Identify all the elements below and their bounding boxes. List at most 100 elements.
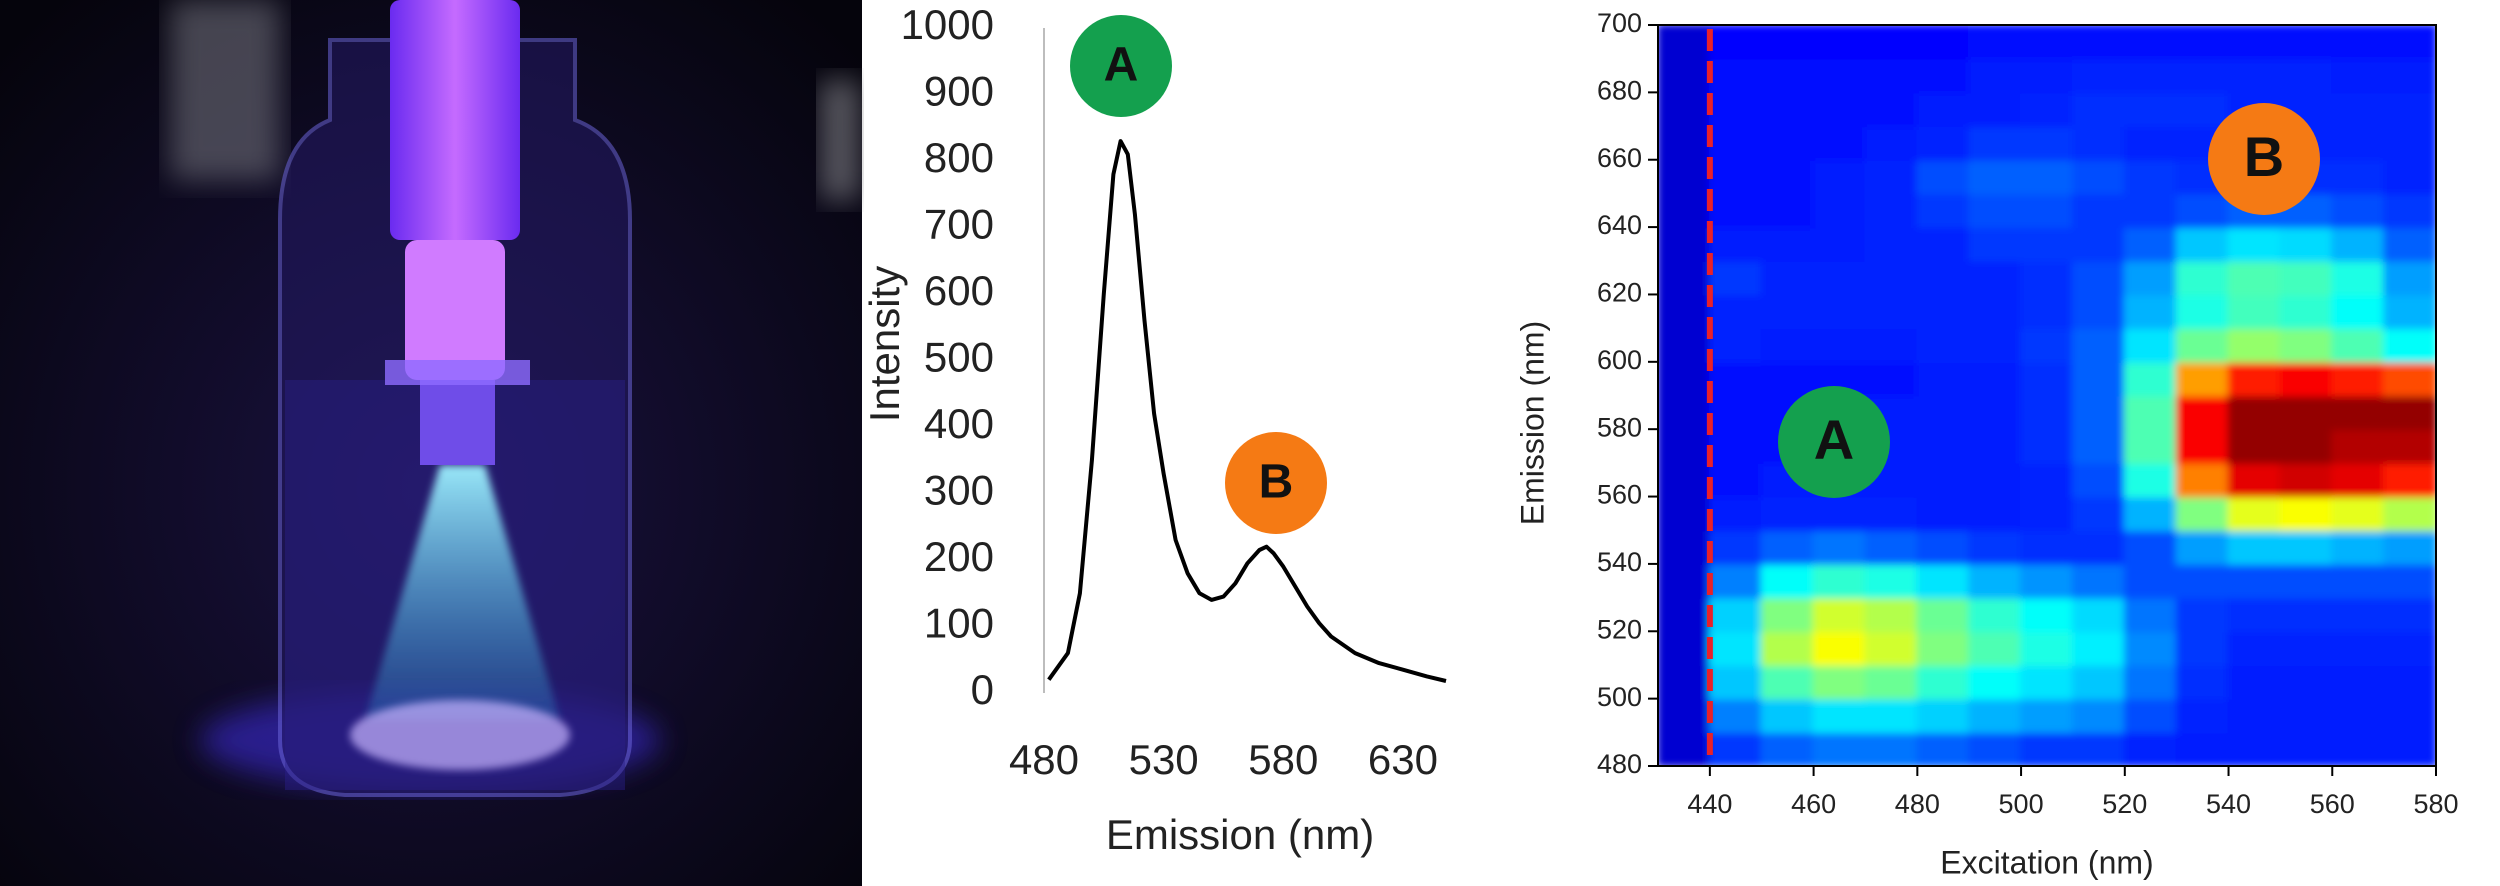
heatmap-cell <box>2227 25 2282 60</box>
y-tick-label: 400 <box>924 400 994 447</box>
heatmap-cell <box>2331 697 2386 734</box>
heatmap-cell <box>2123 529 2178 565</box>
heatmap-cell <box>1760 226 1815 262</box>
heatmap-cell <box>2383 663 2436 700</box>
heatmap-cell <box>2020 57 2074 94</box>
heatmap-cell <box>1916 630 1971 666</box>
heatmap-cell <box>1812 596 1867 633</box>
heatmap-cell <box>2175 562 2230 599</box>
heatmap-cell <box>1760 158 1815 195</box>
heatmap-cell <box>1968 731 2023 766</box>
heatmap-cell <box>2123 596 2178 633</box>
heatmap-cell <box>2175 596 2230 633</box>
heatmap-cell <box>1708 630 1763 666</box>
heatmap-cell <box>1968 226 2023 262</box>
heatmap-cell <box>2383 293 2436 330</box>
heatmap-cell <box>1968 697 2023 734</box>
heatmap-cell <box>2279 461 2334 498</box>
heatmap-cell <box>1864 697 1919 734</box>
heatmap-cell <box>2331 596 2386 633</box>
heatmap-cell <box>2123 394 2178 431</box>
y-tick-label: 700 <box>1597 8 1642 38</box>
heatmap-cell <box>1864 57 1919 94</box>
heatmap-cell <box>2020 25 2074 60</box>
heatmap-cell <box>1708 192 1763 229</box>
heatmap-cell <box>2227 226 2282 262</box>
heatmap-cell <box>1708 293 1763 330</box>
y-tick-label: 620 <box>1597 278 1642 308</box>
heatmap-cell <box>1658 394 1711 431</box>
heatmap-cell <box>2331 495 2386 532</box>
heatmap-cell <box>2020 259 2074 296</box>
heatmap-cell <box>1968 25 2023 60</box>
heatmap-cell <box>1916 663 1971 700</box>
heatmap-cell <box>2071 125 2126 161</box>
heatmap-cell <box>1916 125 1971 161</box>
y-tick-label: 540 <box>1597 547 1642 577</box>
heatmap-cells <box>1658 25 2436 766</box>
heatmap-cell <box>2123 731 2178 766</box>
heatmap-cell <box>2279 25 2334 60</box>
heatmap-cell <box>1708 394 1763 431</box>
heatmap-cell <box>2175 495 2230 532</box>
y-axis-label: Emission (nm) <box>1514 321 1550 525</box>
heatmap-cell <box>1864 293 1919 330</box>
heatmap-cell <box>1658 731 1711 766</box>
heatmap-cell <box>1864 158 1919 195</box>
heatmap-cell <box>2279 226 2334 262</box>
heatmap-cell <box>1968 91 2023 128</box>
heatmap-cell <box>2279 663 2334 700</box>
heatmap-cell <box>1760 495 1815 532</box>
heatmap-cell <box>2071 327 2126 363</box>
heatmap-cell <box>2020 125 2074 161</box>
heatmap-cell <box>1812 125 1867 161</box>
heatmap-cell <box>1658 293 1711 330</box>
heatmap-cell <box>2331 158 2386 195</box>
heatmap-cell <box>1708 529 1763 565</box>
heatmap-cell <box>2071 529 2126 565</box>
heatmap-cell <box>2279 57 2334 94</box>
heatmap-cell <box>2383 327 2436 363</box>
heatmap-cell <box>2279 630 2334 666</box>
heatmap-cell <box>2071 226 2126 262</box>
heatmap-cell <box>1916 158 1971 195</box>
heatmap-cell <box>2383 158 2436 195</box>
heatmap-cell <box>1916 697 1971 734</box>
heatmap-cell <box>2331 91 2386 128</box>
heatmap-cell <box>2227 461 2282 498</box>
heatmap-cell <box>2175 394 2230 431</box>
heatmap-cell <box>2331 394 2386 431</box>
heatmap-cell <box>2331 25 2386 60</box>
heatmap-cell <box>2071 25 2126 60</box>
heatmap-cell <box>1916 226 1971 262</box>
heatmap-cell <box>2331 192 2386 229</box>
heatmap-cell <box>2123 461 2178 498</box>
heatmap-cell <box>1916 360 1971 397</box>
heatmap-cell <box>2123 562 2178 599</box>
line-series <box>1047 139 1447 683</box>
heatmap-cell <box>2071 562 2126 599</box>
heatmap-cell <box>2071 495 2126 532</box>
heatmap-cell <box>2175 25 2230 60</box>
heatmap-cell <box>1864 360 1919 397</box>
heatmap-cell <box>2020 663 2074 700</box>
heatmap-cell <box>2383 731 2436 766</box>
heatmap-cell <box>1968 663 2023 700</box>
heatmap-cell <box>2227 495 2282 532</box>
x-tick-label: 460 <box>1791 789 1836 819</box>
heatmap-cell <box>2020 192 2074 229</box>
x-tick-label: 480 <box>1009 736 1079 783</box>
heatmap-cell <box>2020 158 2074 195</box>
heatmap-cell <box>2123 158 2178 195</box>
heatmap-cell <box>2383 25 2436 60</box>
heatmap-cell <box>2175 731 2230 766</box>
heatmap-cell <box>2331 57 2386 94</box>
heatmap-cell <box>1708 663 1763 700</box>
heatmap-cell <box>1812 57 1867 94</box>
heatmap-cell <box>1968 327 2023 363</box>
heatmap-cell <box>2331 293 2386 330</box>
heatmap-cell <box>1708 562 1763 599</box>
heatmap-cell <box>2020 495 2074 532</box>
heatmap-cell <box>2071 192 2126 229</box>
heatmap-cell <box>1864 596 1919 633</box>
